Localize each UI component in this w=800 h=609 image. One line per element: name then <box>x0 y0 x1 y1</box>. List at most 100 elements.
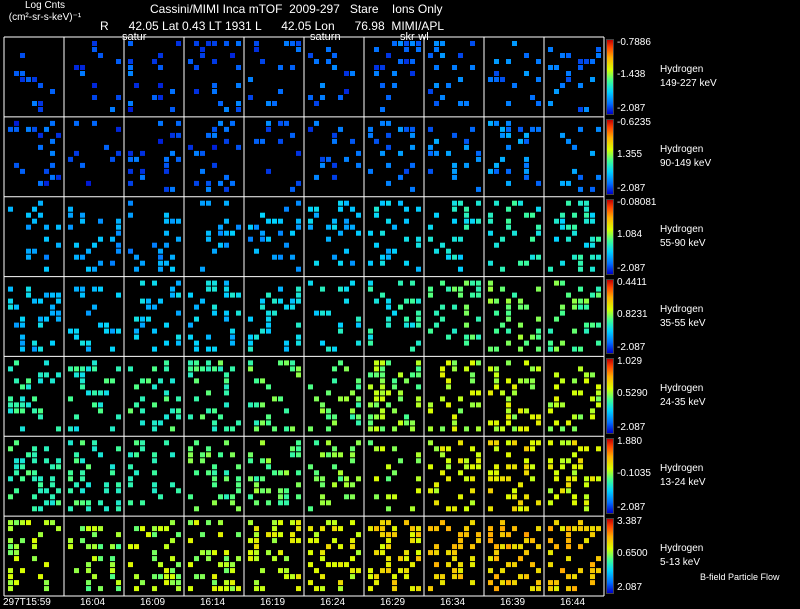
heatmap-pixel <box>572 476 577 482</box>
heatmap-pixel <box>200 150 205 156</box>
heatmap-pixel <box>314 586 319 592</box>
heatmap-pixel <box>356 150 361 156</box>
colorbar-tick-cmin: -2.087 <box>617 102 646 114</box>
heatmap-pixel <box>350 260 355 266</box>
heatmap-pixel <box>380 426 385 432</box>
heatmap-pixel <box>86 500 91 506</box>
heatmap-pixel <box>260 402 265 408</box>
heatmap-pixel <box>578 59 583 64</box>
heatmap-pixel <box>386 53 391 58</box>
heatmap-pixel <box>8 586 13 592</box>
heatmap-pixel <box>20 568 25 574</box>
heatmap-pixel <box>272 218 277 224</box>
heatmap-pixel <box>536 420 541 426</box>
heatmap-pixel <box>218 586 223 592</box>
heatmap-pixel <box>38 476 43 482</box>
heatmap-pixel <box>272 470 277 476</box>
heatmap-pixel <box>566 236 571 242</box>
heatmap-pixel <box>332 482 337 488</box>
heatmap-pixel <box>284 568 289 574</box>
heatmap-pixel <box>566 476 571 482</box>
heatmap-pixel <box>560 304 565 310</box>
heatmap-pixel <box>416 372 421 378</box>
heatmap-pixel <box>188 322 193 328</box>
heatmap-pixel <box>470 500 475 506</box>
heatmap-pixel <box>170 150 175 156</box>
heatmap-pixel <box>80 71 85 76</box>
heatmap-pixel <box>350 544 355 550</box>
heatmap-pixel <box>416 452 421 458</box>
heatmap-pixel <box>416 206 421 212</box>
heatmap-pixel <box>530 586 535 592</box>
heatmap-pixel <box>458 538 463 544</box>
heatmap-pixel <box>536 328 541 334</box>
heatmap-pixel <box>50 120 55 126</box>
heatmap-pixel <box>26 254 31 260</box>
heatmap-pixel <box>80 218 85 224</box>
heatmap-pixel <box>572 586 577 592</box>
heatmap-pixel <box>410 526 415 532</box>
heatmap-pixel <box>200 458 205 464</box>
heatmap-pixel <box>320 500 325 506</box>
heatmap-pixel <box>140 408 145 414</box>
heatmap-pixel <box>524 538 529 544</box>
colorbar-tick-cmax: -0.08081 <box>617 196 657 208</box>
heatmap-pixel <box>50 150 55 156</box>
heatmap-pixel <box>92 446 97 452</box>
heatmap-pixel <box>164 162 169 168</box>
colorbar <box>606 198 614 275</box>
heatmap-pixel <box>572 144 577 150</box>
heatmap-pixel <box>410 162 415 168</box>
heatmap-pixel <box>272 538 277 544</box>
heatmap-pixel <box>266 464 271 470</box>
heatmap-pixel <box>206 366 211 372</box>
heatmap-pixel <box>476 316 481 322</box>
heatmap-pixel <box>152 328 157 334</box>
heatmap-pixel <box>206 390 211 396</box>
heatmap-pixel <box>8 408 13 414</box>
heatmap-pixel <box>554 372 559 378</box>
heatmap-pixel <box>146 298 151 304</box>
heatmap-pixel <box>74 328 79 334</box>
heatmap-pixel <box>20 334 25 340</box>
heatmap-pixel <box>548 562 553 568</box>
species-label: Hydrogen <box>660 543 704 555</box>
heatmap-pixel <box>470 378 475 384</box>
heatmap-pixel <box>536 206 541 212</box>
heatmap-pixel <box>236 586 241 592</box>
heatmap-pixel <box>266 292 271 298</box>
heatmap-pixel <box>488 488 493 494</box>
heatmap-pixel <box>140 322 145 328</box>
heatmap-pixel <box>8 366 13 372</box>
heatmap-pixel <box>356 568 361 574</box>
heatmap-pixel <box>464 144 469 150</box>
heatmap-pixel <box>296 340 301 346</box>
heatmap-pixel <box>8 206 13 212</box>
heatmap-pixel <box>332 132 337 138</box>
heatmap-pixel <box>56 500 61 506</box>
heatmap-pixel <box>548 440 553 446</box>
heatmap-pixel <box>20 520 25 526</box>
heatmap-pixel <box>320 452 325 458</box>
heatmap-pixel <box>488 506 493 512</box>
heatmap-pixel <box>488 230 493 236</box>
heatmap-pixel <box>440 304 445 310</box>
heatmap-pixel <box>416 532 421 538</box>
heatmap-pixel <box>506 360 511 366</box>
heatmap-pixel <box>584 476 589 482</box>
heatmap-pixel <box>344 562 349 568</box>
heatmap-pixel <box>536 101 541 106</box>
heatmap-pixel <box>224 316 229 322</box>
heatmap-pixel <box>152 242 157 248</box>
heatmap-pixel <box>452 426 457 432</box>
heatmap-pixel <box>20 340 25 346</box>
heatmap-pixel <box>590 186 595 192</box>
heatmap-pixel <box>524 212 529 218</box>
heatmap-pixel <box>14 378 19 384</box>
heatmap-pixel <box>584 218 589 224</box>
heatmap-pixel <box>572 168 577 174</box>
heatmap-pixel <box>404 316 409 322</box>
heatmap-pixel <box>224 107 229 112</box>
heatmap-pixel <box>44 180 49 186</box>
heatmap-pixel <box>200 452 205 458</box>
